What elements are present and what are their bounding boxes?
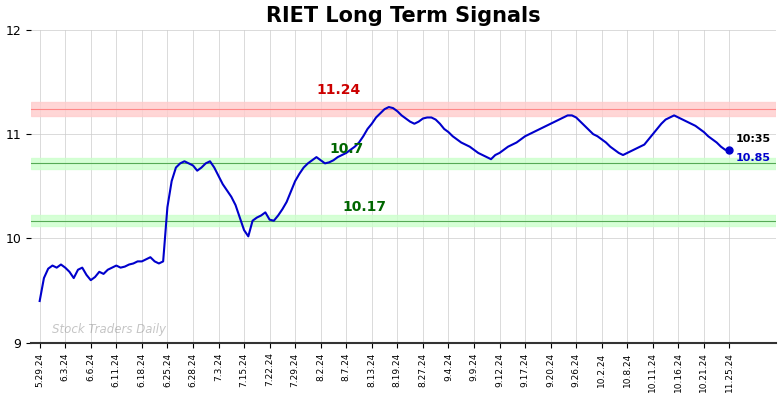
Text: 10.7: 10.7 <box>329 142 364 156</box>
Bar <box>31 102 776 117</box>
Text: Stock Traders Daily: Stock Traders Daily <box>53 324 166 336</box>
Bar <box>31 215 776 226</box>
Bar <box>31 158 776 169</box>
Text: 10.17: 10.17 <box>342 201 386 215</box>
Title: RIET Long Term Signals: RIET Long Term Signals <box>267 6 541 25</box>
Text: 11.24: 11.24 <box>317 83 361 97</box>
Text: 10.85: 10.85 <box>736 153 771 163</box>
Text: 10:35: 10:35 <box>736 135 771 144</box>
